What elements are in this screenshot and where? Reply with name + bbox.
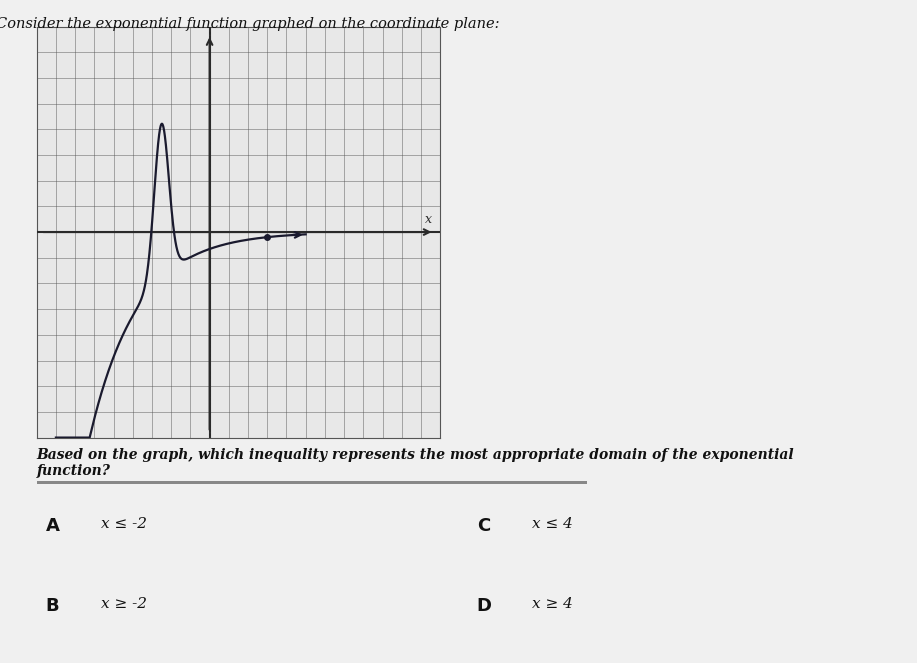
Text: x ≥ 4: x ≥ 4: [532, 597, 573, 611]
Text: Based on the graph, which inequality represents the most appropriate domain of t: Based on the graph, which inequality rep…: [37, 448, 794, 478]
Text: x: x: [425, 213, 432, 226]
Text: Consider the exponential function graphed on the coordinate plane:: Consider the exponential function graphe…: [0, 17, 500, 30]
Text: B: B: [46, 597, 60, 615]
Text: x ≥ -2: x ≥ -2: [101, 597, 147, 611]
Text: x ≤ -2: x ≤ -2: [101, 517, 147, 531]
Text: C: C: [477, 517, 490, 535]
Text: A: A: [46, 517, 60, 535]
Text: x ≤ 4: x ≤ 4: [532, 517, 573, 531]
Text: D: D: [477, 597, 492, 615]
